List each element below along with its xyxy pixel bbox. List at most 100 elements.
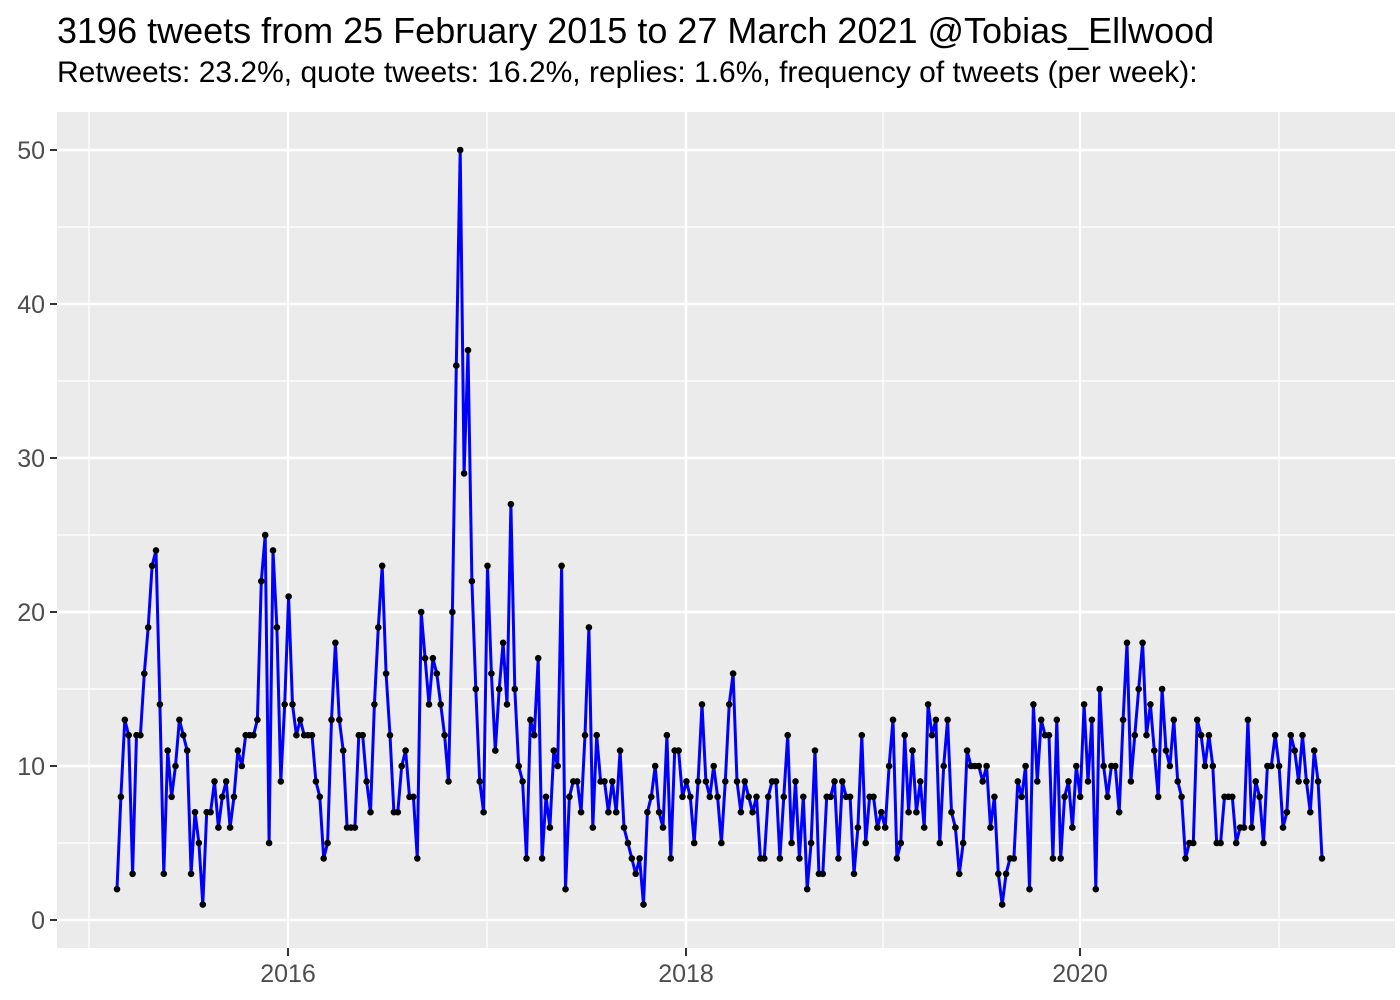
- data-point: [792, 778, 799, 785]
- data-point: [441, 731, 448, 739]
- data-point: [737, 808, 745, 816]
- data-point: [998, 901, 1006, 908]
- data-point: [1139, 639, 1146, 647]
- data-point: [725, 701, 733, 708]
- data-point: [254, 716, 261, 724]
- data-point: [222, 778, 230, 785]
- tweet-frequency-line: [115, 148, 1324, 907]
- data-point: [956, 870, 963, 878]
- data-point: [1307, 808, 1314, 816]
- data-point: [125, 731, 132, 739]
- data-point: [1073, 762, 1080, 770]
- data-point: [893, 855, 901, 862]
- data-point: [527, 716, 534, 724]
- data-point: [215, 824, 222, 831]
- data-point: [593, 731, 600, 739]
- data-point: [375, 624, 382, 631]
- data-point: [1014, 778, 1022, 785]
- data-point: [336, 716, 343, 724]
- data-point: [172, 762, 179, 770]
- data-point: [176, 716, 183, 724]
- data-point: [932, 716, 940, 724]
- data-point: [1022, 762, 1029, 770]
- data-point: [402, 747, 409, 754]
- data-point: [776, 855, 784, 862]
- data-point: [1131, 731, 1139, 739]
- data-point: [226, 824, 234, 831]
- data-point: [164, 747, 171, 754]
- data-point: [850, 870, 858, 878]
- data-point: [1193, 716, 1201, 724]
- data-point: [312, 778, 320, 785]
- data-point: [324, 839, 331, 847]
- data-point: [488, 670, 495, 677]
- data-point: [874, 824, 881, 831]
- data-point: [371, 701, 378, 708]
- chart-subtitle: Retweets: 23.2%, quote tweets: 16.2%, re…: [57, 56, 1198, 89]
- y-axis-label: 50: [17, 137, 45, 165]
- data-point: [948, 808, 955, 816]
- x-axis-label: 2020: [1052, 960, 1108, 988]
- data-point: [1065, 778, 1072, 785]
- data-point: [846, 793, 854, 801]
- data-point: [909, 747, 916, 754]
- data-point: [534, 654, 542, 662]
- data-point: [811, 747, 819, 754]
- data-point: [733, 778, 741, 785]
- data-point: [764, 793, 772, 801]
- data-point: [546, 824, 554, 831]
- data-point: [1002, 870, 1010, 878]
- data-point: [1112, 762, 1119, 770]
- data-point: [261, 531, 269, 539]
- data-point: [1256, 793, 1263, 801]
- data-point: [683, 778, 690, 785]
- data-point: [141, 670, 148, 677]
- data-point: [679, 793, 686, 801]
- data-point: [1135, 685, 1142, 693]
- data-point: [632, 870, 639, 878]
- data-point: [137, 731, 144, 739]
- data-point: [1190, 839, 1197, 847]
- y-axis-label: 40: [17, 291, 45, 319]
- data-point: [803, 885, 811, 893]
- data-point: [297, 716, 304, 724]
- data-point: [745, 793, 752, 801]
- data-point: [113, 885, 121, 893]
- data-point: [881, 824, 889, 831]
- data-point: [456, 146, 464, 154]
- data-point: [741, 778, 749, 785]
- data-point: [620, 824, 628, 831]
- data-point: [959, 839, 967, 847]
- data-point: [328, 716, 335, 724]
- data-point: [796, 855, 803, 862]
- data-point: [433, 670, 441, 677]
- data-point: [449, 608, 456, 616]
- data-point: [1283, 808, 1291, 816]
- data-point: [211, 778, 218, 785]
- data-point: [858, 731, 866, 739]
- data-point: [722, 778, 729, 785]
- data-point: [460, 470, 468, 477]
- data-point: [1147, 701, 1154, 708]
- data-point: [1318, 855, 1326, 862]
- data-point: [1088, 716, 1096, 724]
- data-point: [468, 577, 476, 585]
- data-point: [437, 701, 445, 708]
- data-point: [979, 778, 986, 785]
- data-point: [589, 824, 597, 831]
- data-point: [1209, 762, 1217, 770]
- data-point: [1166, 762, 1174, 770]
- data-point: [1252, 778, 1259, 785]
- data-point: [277, 778, 285, 785]
- data-point: [573, 778, 581, 785]
- data-point: [936, 839, 944, 847]
- data-point: [651, 762, 659, 770]
- data-point: [180, 731, 187, 739]
- data-point: [1127, 778, 1135, 785]
- data-point: [944, 716, 951, 724]
- data-point: [410, 793, 417, 801]
- data-point: [1053, 716, 1061, 724]
- data-point: [562, 885, 569, 893]
- data-point: [293, 731, 300, 739]
- data-point: [1217, 839, 1224, 847]
